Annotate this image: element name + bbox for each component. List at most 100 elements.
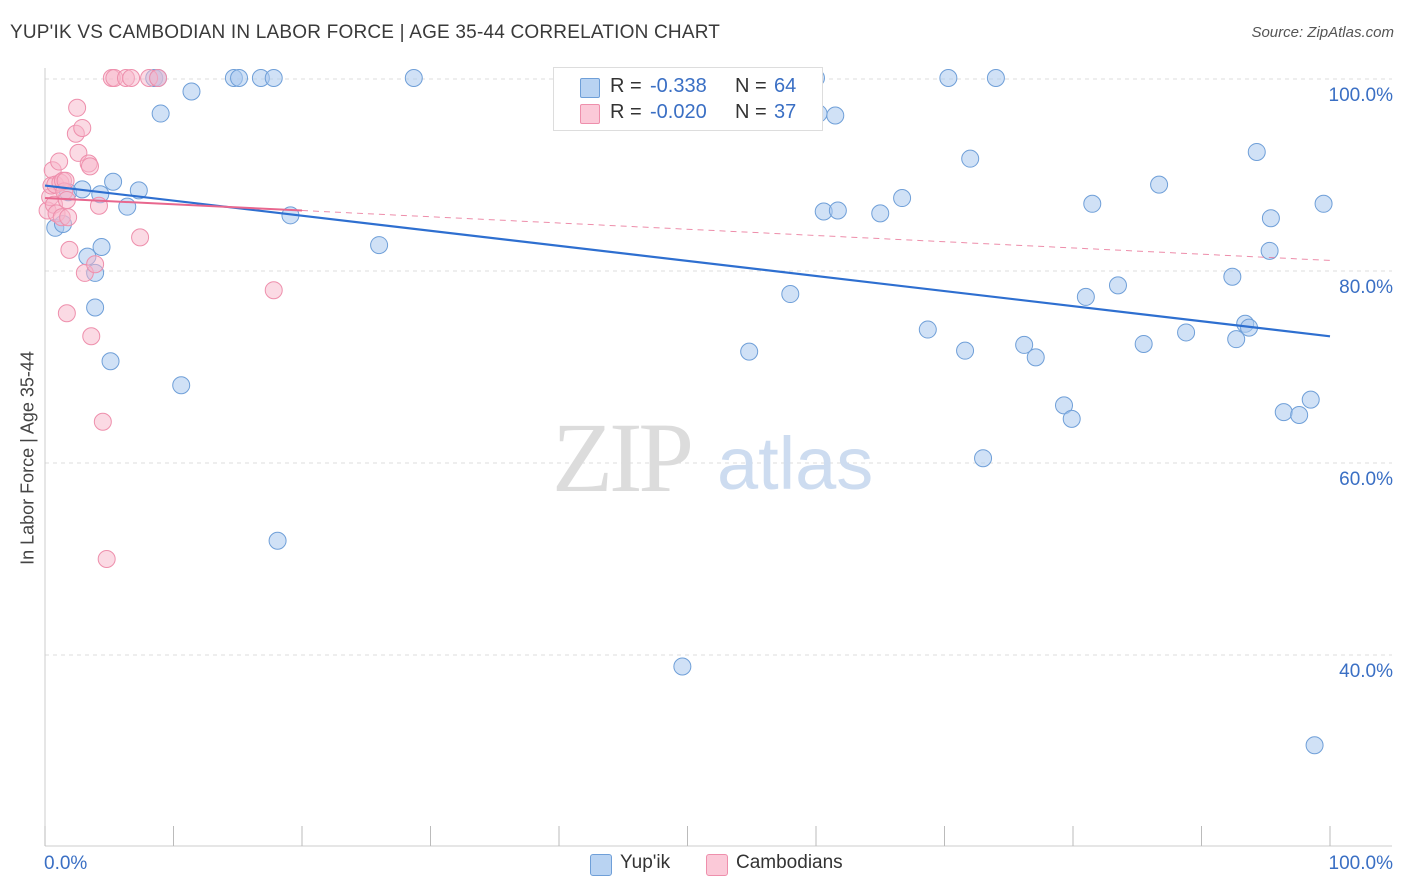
yupik-point [673, 657, 692, 676]
tick-labels: 40.0% 60.0% 80.0% 100.0% 0.0% 100.0% [44, 85, 1393, 874]
cambodian-point [60, 240, 79, 259]
legend-n-label: N = [735, 75, 767, 97]
axes [44, 68, 1392, 847]
yupik-point [1055, 396, 1074, 415]
y-axis-label: In Labor Force | Age 35-44 [17, 351, 38, 565]
legend-label-yupik: Yup'ik [620, 852, 671, 873]
legend-n-label: N = [735, 101, 767, 123]
yupik-point [1260, 241, 1279, 260]
cambodian-point [86, 255, 105, 274]
yupik-point [268, 531, 287, 550]
yupik-point [172, 376, 191, 395]
cambodian-point [131, 228, 150, 247]
x-tick-label: 0.0% [44, 853, 87, 874]
cambodian-point [50, 152, 69, 171]
stats-legend: R = -0.338 N = 64 R = -0.020 N = 37 [553, 67, 823, 131]
legend-label-cambodians: Cambodians [736, 852, 843, 873]
yupik-point [974, 449, 993, 468]
yupik-point [1108, 276, 1127, 295]
yupik-point [1301, 390, 1320, 409]
yupik-point [1305, 736, 1324, 755]
source-label: Source: ZipAtlas.com [1251, 24, 1394, 41]
yupik-point [230, 69, 249, 87]
yupik-point [1314, 194, 1333, 213]
legend-swatch-yupik [590, 854, 612, 876]
y-tick-label: 40.0% [1339, 661, 1393, 682]
yupik-point [1134, 334, 1153, 353]
legend-swatch-cambodian [580, 104, 600, 124]
yupik-point [1290, 406, 1309, 424]
cambodian-point [93, 412, 112, 431]
yupik-point [404, 69, 423, 87]
cambodian-trend-line [44, 197, 303, 212]
watermark: ZIP atlas [552, 402, 873, 513]
yupik-point [370, 236, 389, 255]
yupik-point [1227, 330, 1246, 349]
y-tick-label: 100.0% [1329, 85, 1394, 106]
yupik-point [92, 238, 111, 256]
cambodian-point [264, 281, 283, 300]
yupik-point [986, 69, 1005, 87]
cambodian-points [38, 69, 283, 568]
yupik-point [893, 189, 912, 208]
yupik-point [871, 204, 890, 223]
yupik-point [1062, 409, 1081, 428]
yupik-trend-line [44, 184, 1331, 338]
series-legend: Yup'ik Cambodians [0, 851, 1406, 879]
yupik-point [1083, 194, 1102, 213]
yupik-point [1177, 323, 1196, 342]
yupik-point [118, 197, 137, 216]
yupik-point [1015, 335, 1034, 354]
legend-n-value: 37 [774, 101, 797, 123]
yupik-point [151, 104, 170, 123]
yupik-point [826, 106, 845, 125]
yupik-point [956, 341, 975, 360]
x-tick-label: 100.0% [1329, 853, 1394, 874]
cambodian-point [68, 98, 87, 117]
trend-lines [44, 184, 1331, 338]
yupik-point [1076, 287, 1095, 306]
yupik-point [1150, 175, 1169, 194]
cambodian-point [97, 550, 116, 568]
legend-r-label: R = [610, 75, 642, 97]
cambodian-point [80, 157, 99, 176]
grid-lines [45, 78, 1392, 656]
legend-n-value: 64 [774, 75, 797, 97]
legend-r-value: -0.020 [650, 101, 707, 123]
yupik-point [1026, 348, 1045, 367]
y-tick-label: 80.0% [1339, 277, 1393, 298]
yupik-point [939, 69, 958, 87]
yupik-point [918, 320, 937, 339]
cambodian-point [57, 304, 76, 323]
yupik-point [828, 201, 847, 220]
legend-r-label: R = [610, 101, 642, 123]
chart-title: YUP'IK VS CAMBODIAN IN LABOR FORCE | AGE… [10, 22, 721, 43]
yupik-point [1274, 403, 1293, 422]
legend-swatch-cambodians [706, 854, 728, 876]
cambodian-point [122, 69, 141, 87]
yupik-point [1223, 267, 1242, 286]
yupik-point [129, 181, 148, 200]
cambodian-point [73, 118, 92, 137]
yupik-point [86, 298, 105, 317]
yupik-point [101, 352, 120, 371]
yupik-point [182, 82, 201, 101]
cambodian-point [56, 171, 75, 190]
cambodian-trend-line-extended [301, 210, 1331, 261]
yupik-point [961, 149, 980, 168]
yupik-point [781, 285, 800, 304]
cambodian-point [82, 327, 101, 346]
watermark-atlas: atlas [717, 422, 873, 505]
legend-r-value: -0.338 [650, 75, 707, 97]
yupik-point [104, 172, 123, 191]
cambodian-point [59, 208, 78, 227]
yupik-point [1261, 209, 1280, 228]
y-tick-label: 60.0% [1339, 469, 1393, 490]
yupik-point [264, 69, 283, 87]
watermark-zip: ZIP [552, 402, 690, 513]
yupik-point [1247, 142, 1266, 161]
cambodian-point [149, 69, 168, 87]
yupik-point [740, 342, 759, 361]
yupik-points [46, 69, 1333, 755]
